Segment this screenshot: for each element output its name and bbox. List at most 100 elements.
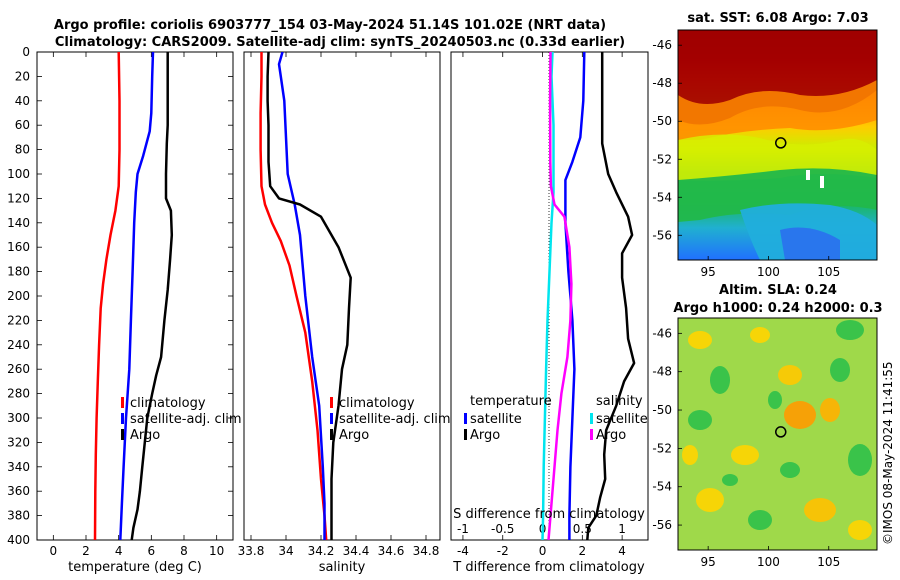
legend-swatch	[590, 413, 593, 424]
difference-axis-ticks: -4 -2 0 2 4-1 -0.5 0 0.5 1	[457, 52, 626, 558]
x-tick-label: 6	[148, 544, 156, 558]
argo-location-marker	[775, 137, 787, 149]
x-tick-label: 34.4	[343, 544, 370, 558]
series-line-satellite-adj-clim	[277, 52, 326, 540]
temperature-axis-ticks: 0 2 4 6 8 10	[50, 52, 224, 558]
sla-map-ticks: 95 100 105 -46 -48 -50 -52 -54 -56	[652, 326, 840, 569]
lat-tick-label: -48	[652, 76, 672, 90]
legend-swatch	[121, 397, 124, 408]
lon-tick-label: 100	[757, 265, 780, 279]
depth-tick-label: 80	[15, 143, 30, 157]
depth-tick-label: 320	[7, 435, 30, 449]
lon-tick-label: 95	[701, 265, 716, 279]
figure-title-line2: Climatology: CARS2009. Satellite-adj cli…	[55, 35, 625, 50]
depth-tick-label: 200	[7, 289, 30, 303]
x-tick-label: 8	[180, 544, 188, 558]
legend-swatch	[330, 397, 333, 408]
difference-panel: -4 -2 0 2 4-1 -0.5 0 0.5 1 S difference from cli…	[450, 51, 649, 575]
lon-tick-label: 105	[817, 555, 840, 569]
legend-title-salinity: salinity	[596, 394, 643, 409]
depth-tick-label: 60	[15, 118, 30, 132]
lat-tick-label: -56	[652, 518, 672, 532]
lat-tick-label: -48	[652, 365, 672, 379]
s-tick-label: -1	[457, 522, 469, 536]
s-tick-label: 1	[618, 522, 626, 536]
series-line-climatology	[93, 52, 121, 540]
depth-tick-label: 340	[7, 460, 30, 474]
x-tick-label: 0	[539, 544, 547, 558]
depth-tick-label: 300	[7, 411, 30, 425]
salinity-axis-ticks: 33.8 34 34.2 34.4 34.6 34.8	[238, 52, 440, 558]
legend-label: satellite	[470, 412, 522, 427]
salinity-panel: 33.8 34 34.2 34.4 34.6 34.8 salinity climatol…	[238, 51, 451, 575]
legend-label: climatology	[339, 396, 415, 411]
x-tick-label: 4	[115, 544, 123, 558]
x-tick-label: -2	[497, 544, 509, 558]
legend-label: Argo	[470, 428, 500, 443]
depth-tick-label: 380	[7, 509, 30, 523]
legend-title-temperature: temperature	[470, 394, 552, 409]
series-line-climatology	[259, 52, 328, 540]
depth-tick-label: 260	[7, 362, 30, 376]
depth-tick-label: 120	[7, 191, 30, 205]
legend-swatch	[464, 413, 467, 424]
s-difference-axis-label: S difference from climatology	[453, 507, 645, 522]
temperature-panel: 0204060801001201401601802002202402602803…	[7, 45, 648, 575]
legend-swatch	[121, 429, 124, 440]
series-line-argo	[130, 52, 174, 540]
temperature-axis-label: temperature (deg C)	[68, 560, 202, 575]
series-line-temperature-argo	[586, 52, 636, 540]
depth-tick-label: 400	[7, 533, 30, 547]
legend-label: Argo	[339, 428, 369, 443]
difference-legend: temperature salinitysatelliteArgosatellit…	[464, 394, 648, 443]
sla-map-title-line1: Altim. SLA: 0.24	[719, 283, 837, 298]
x-tick-label: -4	[457, 544, 469, 558]
x-tick-label: 34.8	[413, 544, 440, 558]
lat-tick-label: -50	[652, 403, 672, 417]
legend-swatch	[464, 429, 467, 440]
s-tick-label: -0.5	[491, 522, 514, 536]
depth-tick-label: 360	[7, 484, 30, 498]
legend-label: Argo	[596, 428, 626, 443]
lon-tick-label: 100	[757, 555, 780, 569]
series-line-salinity-argo	[547, 52, 573, 540]
imos-watermark: ©IMOS 08-May-2024 11:41:55	[881, 361, 895, 545]
legend-swatch	[330, 429, 333, 440]
depth-tick-label: 220	[7, 313, 30, 327]
legend-label: satellite-adj. clim	[130, 412, 242, 427]
argo-location-marker	[775, 426, 787, 438]
lon-tick-label: 105	[817, 265, 840, 279]
depth-tick-label: 40	[15, 94, 30, 108]
x-tick-label: 34	[278, 544, 293, 558]
depth-tick-label: 160	[7, 240, 30, 254]
legend-label: satellite-adj. clim	[339, 412, 451, 427]
figure-title-line1: Argo profile: coriolis 6903777_154 03-Ma…	[54, 18, 606, 33]
lon-tick-label: 95	[701, 555, 716, 569]
lat-tick-label: -52	[652, 441, 672, 455]
lat-tick-label: -46	[652, 38, 672, 52]
lat-tick-label: -54	[652, 480, 672, 494]
series-line-satellite-adj-clim	[119, 52, 155, 540]
x-tick-label: 10	[209, 544, 224, 558]
x-tick-label: 33.8	[238, 544, 265, 558]
legend-label: Argo	[130, 428, 160, 443]
lat-tick-label: -46	[652, 326, 672, 340]
series-line-salinity-satellite	[541, 52, 555, 540]
series-line-argo	[266, 52, 352, 540]
depth-tick-label: 140	[7, 216, 30, 230]
sst-map-title: sat. SST: 6.08 Argo: 7.03	[687, 11, 868, 26]
x-tick-label: 2	[579, 544, 587, 558]
depth-tick-label: 180	[7, 265, 30, 279]
depth-tick-label: 0	[22, 45, 30, 59]
sst-map-ticks: 95 100 105 -46 -48 -50 -52 -54 -56	[652, 38, 840, 279]
legend-swatch	[121, 413, 124, 424]
depth-tick-label: 20	[15, 69, 30, 83]
series-line-temperature-satellite	[564, 52, 586, 540]
x-tick-label: 34.6	[378, 544, 405, 558]
lat-tick-label: -56	[652, 228, 672, 242]
depth-tick-label: 280	[7, 387, 30, 401]
depth-tick-label: 240	[7, 338, 30, 352]
